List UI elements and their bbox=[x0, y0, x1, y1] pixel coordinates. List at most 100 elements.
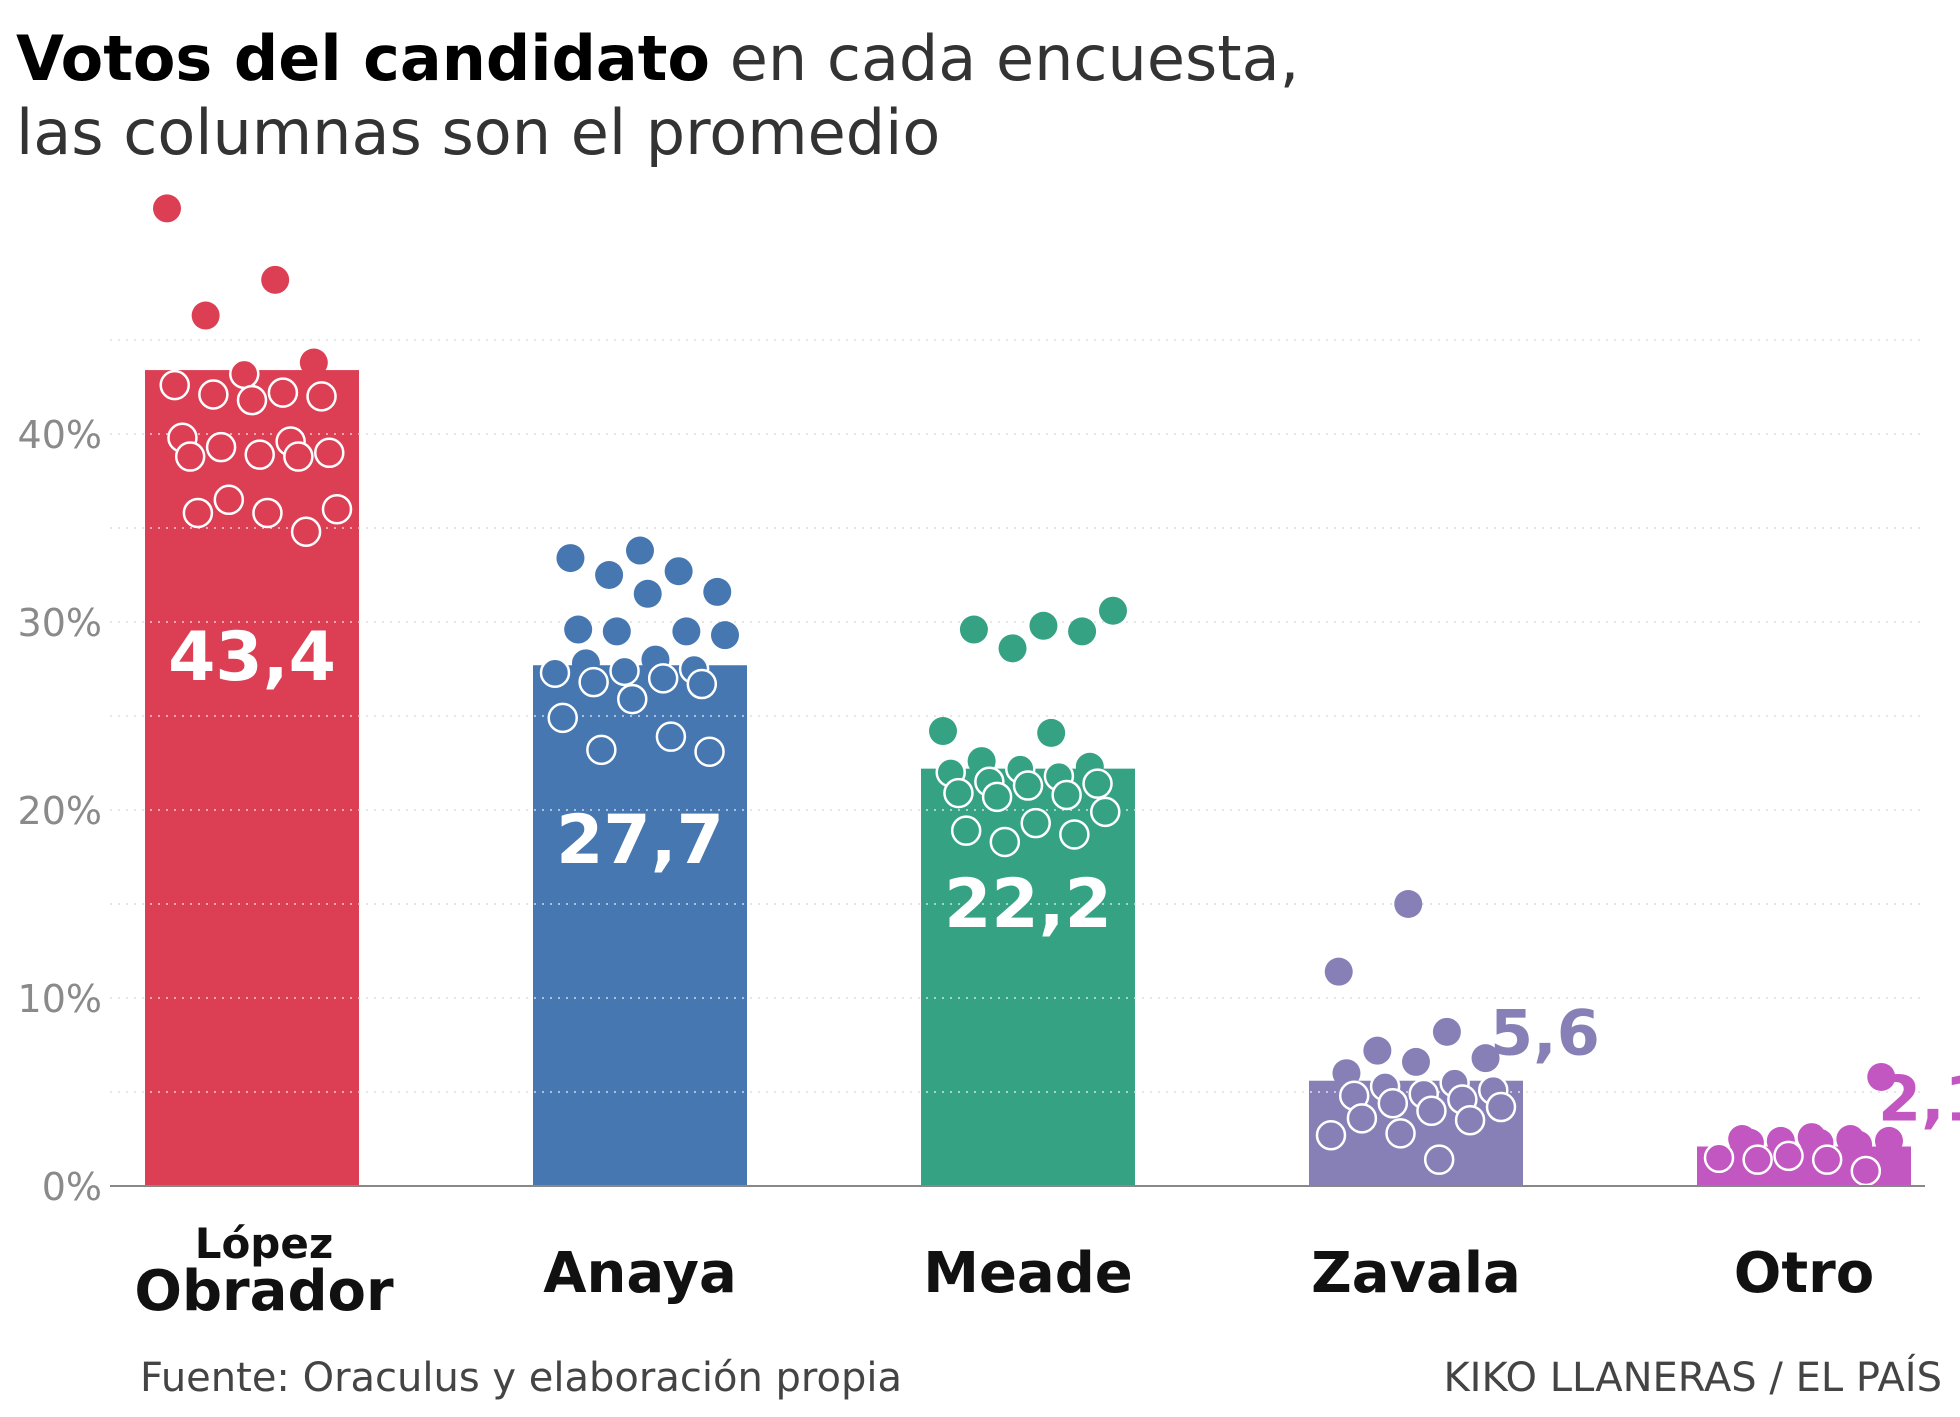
poll-dot bbox=[950, 815, 982, 846]
poll-dot bbox=[1844, 1130, 1873, 1159]
poll-dot bbox=[1068, 617, 1097, 646]
poll-dot bbox=[244, 439, 275, 470]
poll-dot bbox=[1485, 1091, 1517, 1123]
poll-dot bbox=[586, 734, 617, 766]
poll-dot bbox=[539, 657, 571, 689]
poll-dot bbox=[283, 441, 314, 472]
poll-dot bbox=[686, 668, 718, 700]
chart-subtitle: las columnas son el promedio bbox=[16, 96, 941, 169]
poll-dot bbox=[1742, 1144, 1773, 1175]
category-label: Meade bbox=[923, 1241, 1133, 1306]
grid-overlay-layer bbox=[110, 339, 1925, 1093]
poll-dot bbox=[578, 666, 609, 698]
poll-dot bbox=[609, 655, 640, 687]
poll-dot bbox=[929, 717, 957, 746]
bar-value-label: 2,1 bbox=[1878, 1063, 1960, 1136]
poll-dot bbox=[1867, 1062, 1896, 1091]
category-label: Anaya bbox=[543, 1241, 737, 1306]
poll-dot bbox=[1394, 890, 1423, 918]
poll-dot bbox=[633, 579, 662, 608]
y-tick-label: 40% bbox=[18, 413, 102, 457]
poll-dot bbox=[314, 437, 345, 469]
bar bbox=[145, 370, 359, 1187]
poll-dot bbox=[299, 348, 328, 377]
poll-dot bbox=[626, 536, 654, 565]
poll-dot bbox=[664, 557, 693, 586]
poll-dot bbox=[290, 516, 322, 548]
credit-note: KIKO LLANERAS / EL PAÍS bbox=[1443, 1355, 1942, 1401]
chart-title-rest: en cada encuesta, bbox=[710, 22, 1300, 95]
poll-dot bbox=[1090, 796, 1121, 828]
poll-dot bbox=[1377, 1088, 1409, 1119]
chart-title-bold: Votos del candidato bbox=[16, 22, 710, 95]
poll-dot bbox=[1385, 1118, 1416, 1149]
poll-dot bbox=[1059, 819, 1090, 850]
poll-dot bbox=[989, 826, 1021, 858]
poll-dot bbox=[1324, 957, 1353, 986]
poll-dot bbox=[981, 781, 1013, 813]
poll-dot bbox=[261, 265, 290, 294]
bar-value-label: 43,4 bbox=[168, 618, 336, 697]
poll-dot bbox=[1423, 1144, 1455, 1175]
poll-dot bbox=[602, 617, 631, 646]
poll-dot bbox=[1037, 718, 1066, 747]
y-tick-label: 10% bbox=[18, 977, 102, 1021]
poll-dot bbox=[205, 431, 237, 463]
poll-dot bbox=[1773, 1140, 1804, 1172]
poll-dot bbox=[1029, 611, 1058, 640]
poll-dot bbox=[703, 577, 732, 606]
poll-dot bbox=[1099, 596, 1127, 625]
poll-dot bbox=[229, 358, 260, 390]
poll-dot bbox=[595, 561, 624, 589]
category-label-line1: López bbox=[195, 1219, 334, 1268]
bar-value-label: 22,2 bbox=[944, 865, 1112, 944]
poll-dot bbox=[1012, 770, 1044, 801]
y-tick-label: 20% bbox=[18, 789, 102, 833]
poll-dot bbox=[306, 381, 337, 412]
poll-dot bbox=[1811, 1144, 1843, 1175]
poll-dot bbox=[943, 777, 974, 809]
poll-dot bbox=[617, 683, 648, 715]
poll-dot bbox=[198, 379, 229, 410]
poll-dot bbox=[547, 702, 578, 734]
poll-dot bbox=[647, 663, 679, 694]
poll-dot bbox=[564, 615, 593, 644]
poll-dot bbox=[174, 441, 206, 472]
category-label-line2: Obrador bbox=[134, 1259, 394, 1324]
poll-dot bbox=[1051, 779, 1082, 811]
category-label: Zavala bbox=[1311, 1241, 1521, 1306]
poll-dot bbox=[1020, 807, 1051, 839]
poll-dot bbox=[213, 484, 245, 516]
poll-dot bbox=[1315, 1119, 1347, 1151]
poll-dot bbox=[191, 301, 220, 330]
poll-dot bbox=[1082, 768, 1113, 799]
poll-dot bbox=[672, 617, 701, 646]
poll-dot bbox=[1875, 1126, 1903, 1155]
poll-dot bbox=[1850, 1155, 1882, 1187]
poll-dot bbox=[655, 721, 687, 752]
bar-value-label: 27,7 bbox=[556, 801, 724, 880]
poll-dot bbox=[1432, 1017, 1461, 1046]
poll-dot bbox=[321, 493, 353, 525]
poll-dot bbox=[252, 497, 283, 529]
category-label: Otro bbox=[1734, 1241, 1874, 1306]
poll-dot bbox=[1703, 1142, 1735, 1174]
chart-title: Votos del candidato en cada encuesta, las… bbox=[16, 22, 1416, 170]
poll-dot bbox=[1416, 1095, 1447, 1127]
y-tick-label: 30% bbox=[18, 601, 102, 645]
poll-dot bbox=[711, 621, 739, 650]
poll-dot bbox=[1363, 1036, 1392, 1065]
poll-dot bbox=[1332, 1059, 1361, 1088]
poll-dot bbox=[556, 544, 585, 573]
poll-dot bbox=[1402, 1047, 1430, 1076]
bar-value-label: 5,6 bbox=[1490, 997, 1600, 1070]
poll-dots-layer bbox=[153, 194, 1903, 1187]
poll-dot bbox=[694, 736, 725, 767]
poll-dot bbox=[236, 384, 268, 416]
poll-dot bbox=[153, 194, 181, 223]
poll-dot bbox=[1454, 1104, 1486, 1136]
poll-dot bbox=[959, 615, 988, 644]
poll-dot bbox=[1471, 1044, 1500, 1073]
